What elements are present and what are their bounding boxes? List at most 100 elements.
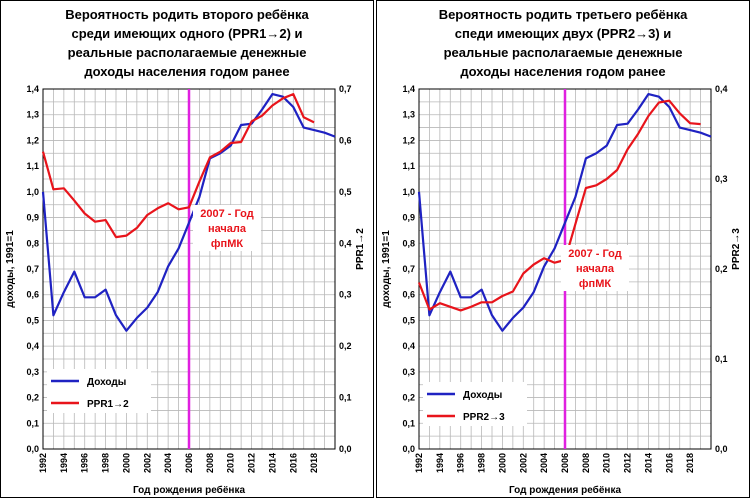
y-tick-label-left: 0,0 — [26, 444, 39, 454]
x-tick-label: 2018 — [685, 453, 695, 473]
y-tick-label-right: 0,2 — [339, 341, 352, 351]
x-axis-label: Год рождения ребёнка — [509, 484, 621, 496]
y-tick-label-left: 0,4 — [26, 341, 39, 351]
y-tick-label-right: 0,3 — [715, 174, 728, 184]
y-tick-label-right: 0,1 — [715, 354, 728, 364]
series-line-ppr — [41, 92, 315, 239]
x-tick-label: 2010 — [602, 453, 612, 473]
y-tick-label-left: 0,1 — [402, 418, 415, 428]
y-tick-label-left: 1,3 — [26, 110, 39, 120]
x-tick-label: 2006 — [184, 453, 194, 473]
y-tick-label-right: 0,4 — [715, 84, 728, 94]
y-tick-label-left: 1,2 — [26, 135, 39, 145]
x-tick-label: 2002 — [142, 453, 152, 473]
series-line-income — [41, 92, 336, 332]
x-axis-label: Год рождения ребёнка — [133, 484, 245, 496]
y-tick-label-left: 0,5 — [402, 315, 415, 325]
legend-background — [47, 369, 151, 413]
y-tick-label-left: 1,1 — [402, 161, 415, 171]
chart-title-line: доходы населения годом ранее — [84, 64, 290, 79]
y-tick-label-left: 0,9 — [402, 213, 415, 223]
y-tick-label-right: 0,6 — [339, 135, 352, 145]
y-tick-label-left: 0,5 — [26, 315, 39, 325]
y-tick-label-right: 0,5 — [339, 187, 352, 197]
y-tick-label-left: 0,7 — [402, 264, 415, 274]
y-tick-label-left: 1,4 — [402, 84, 415, 94]
x-tick-label: 2014 — [643, 453, 653, 473]
y-tick-label-right: 0,3 — [339, 290, 352, 300]
x-tick-label: 2004 — [163, 453, 173, 473]
chart-title-line: Вероятность родить третьего ребёнка — [438, 7, 688, 22]
x-tick-label: 2014 — [267, 453, 277, 473]
legend-label: Доходы — [87, 377, 126, 388]
y-tick-label-left: 0,9 — [26, 213, 39, 223]
chart-title-line: Вероятность родить второго ребёнка — [65, 7, 309, 22]
y-tick-label-left: 0,3 — [26, 367, 39, 377]
chart-panel-ppr12: Вероятность родить второго ребёнка среди… — [0, 0, 374, 498]
y-tick-label-right: 0,0 — [715, 444, 728, 454]
y-tick-label-left: 0,0 — [402, 444, 415, 454]
y-tick-label-right: 0,7 — [339, 84, 352, 94]
annotation-background — [561, 245, 629, 291]
annotation-text-line: начала — [576, 263, 615, 275]
x-tick-label: 1992 — [414, 453, 424, 473]
legend-label: PPR2→3 — [463, 412, 505, 423]
chart-title-line: реальные располагаемые денежные — [67, 45, 307, 60]
y-axis-label-right: PPR1→2 — [355, 228, 366, 270]
chart-title-line: реальные располагаемые денежные — [443, 45, 683, 60]
annotation-text-line: 2007 - Год — [568, 248, 622, 260]
y-tick-label-right: 0,2 — [715, 264, 728, 274]
chart-svg-ppr12: 0,0 0,1 0,2 0,3 0,4 0,5 0,6 0,7 0,8 0,9 1,0 1,1 1,2 1… — [5, 84, 366, 496]
y-tick-label-left: 1,1 — [26, 161, 39, 171]
x-tick-label: 2018 — [309, 453, 319, 473]
y-tick-label-left: 0,8 — [402, 238, 415, 248]
x-tick-label: 2002 — [518, 453, 528, 473]
x-tick-label: 2016 — [664, 453, 674, 473]
y-tick-label-left: 0,6 — [402, 290, 415, 300]
y-tick-label-left: 0,1 — [26, 418, 39, 428]
x-tick-label: 1992 — [38, 453, 48, 473]
annotation-background — [193, 205, 261, 251]
y-axis-label-left: доходы, 1991=1 — [381, 230, 392, 308]
y-tick-label-left: 0,6 — [26, 290, 39, 300]
chart-title-line: среди имеющих одного (PPR1→2) и — [71, 26, 303, 41]
chart-title-line: доходы населения годом ранее — [460, 64, 666, 79]
x-tick-label: 2004 — [539, 453, 549, 473]
y-tick-label-left: 1,2 — [402, 135, 415, 145]
x-tick-label: 2006 — [560, 453, 570, 473]
y-tick-label-left: 1,3 — [402, 110, 415, 120]
y-tick-label-left: 0,7 — [26, 264, 39, 274]
y-axis-label-left: доходы, 1991=1 — [5, 230, 16, 308]
x-tick-label: 1998 — [477, 453, 487, 473]
x-tick-label: 1994 — [59, 453, 69, 473]
x-tick-label: 2000 — [497, 453, 507, 473]
legend-background — [423, 382, 527, 426]
x-tick-label: 2012 — [623, 453, 633, 473]
chart-title-line: спеди имеющих двух (PPR2→3) и — [454, 26, 672, 41]
x-tick-label: 2016 — [288, 453, 298, 473]
y-tick-label-left: 1,0 — [26, 187, 39, 197]
y-tick-label-left: 1,0 — [402, 187, 415, 197]
x-tick-label: 1994 — [435, 453, 445, 473]
x-tick-label: 2012 — [247, 453, 257, 473]
y-tick-label-right: 0,1 — [339, 393, 352, 403]
y-tick-label-left: 0,2 — [402, 393, 415, 403]
x-tick-label: 2008 — [205, 453, 215, 473]
y-tick-label-right: 0,4 — [339, 238, 352, 248]
y-tick-label-left: 0,4 — [402, 341, 415, 351]
chart-title: Вероятность родить третьего ребёнка спед… — [377, 5, 749, 81]
x-tick-label: 1996 — [80, 453, 90, 473]
y-axis-label-right: PPR2→3 — [731, 228, 742, 270]
legend-label: Доходы — [463, 390, 502, 401]
x-tick-label: 1998 — [101, 453, 111, 473]
x-tick-label: 2000 — [121, 453, 131, 473]
x-tick-label: 2008 — [581, 453, 591, 473]
annotation-text-line: начала — [208, 223, 247, 235]
y-tick-label-left: 1,4 — [26, 84, 39, 94]
y-tick-label-right: 0,0 — [339, 444, 352, 454]
annotation-text-line: фпМК — [211, 238, 243, 250]
annotation-text-line: фпМК — [579, 278, 611, 290]
series-line-income — [417, 92, 712, 332]
chart-title: Вероятность родить второго ребёнка среди… — [1, 5, 373, 81]
chart-svg-ppr23: 0,0 0,1 0,2 0,3 0,4 0,5 0,6 0,7 0,8 0,9 1,0 1,1 1,2 1… — [381, 84, 742, 496]
